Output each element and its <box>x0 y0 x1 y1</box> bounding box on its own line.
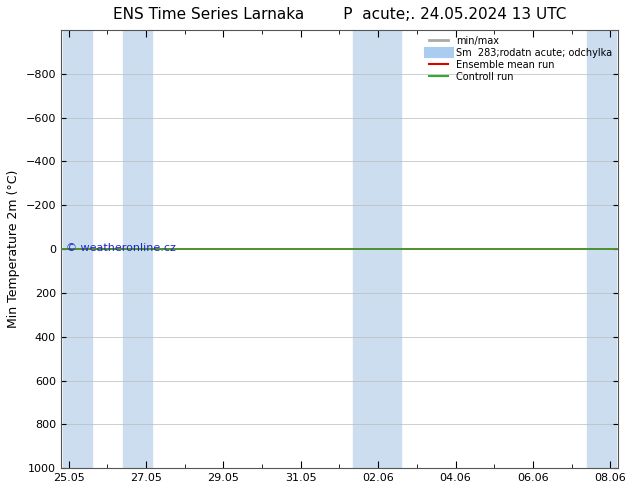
Bar <box>353 30 401 468</box>
Bar <box>123 30 152 468</box>
Text: © weatheronline.cz: © weatheronline.cz <box>67 243 176 253</box>
Bar <box>63 30 92 468</box>
Legend: min/max, Sm  283;rodatn acute; odchylka, Ensemble mean run, Controll run: min/max, Sm 283;rodatn acute; odchylka, … <box>425 32 616 86</box>
Title: ENS Time Series Larnaka        P  acute;. 24.05.2024 13 UTC: ENS Time Series Larnaka P acute;. 24.05.… <box>113 7 566 22</box>
Bar <box>587 30 616 468</box>
Y-axis label: Min Temperature 2m (°C): Min Temperature 2m (°C) <box>7 170 20 328</box>
